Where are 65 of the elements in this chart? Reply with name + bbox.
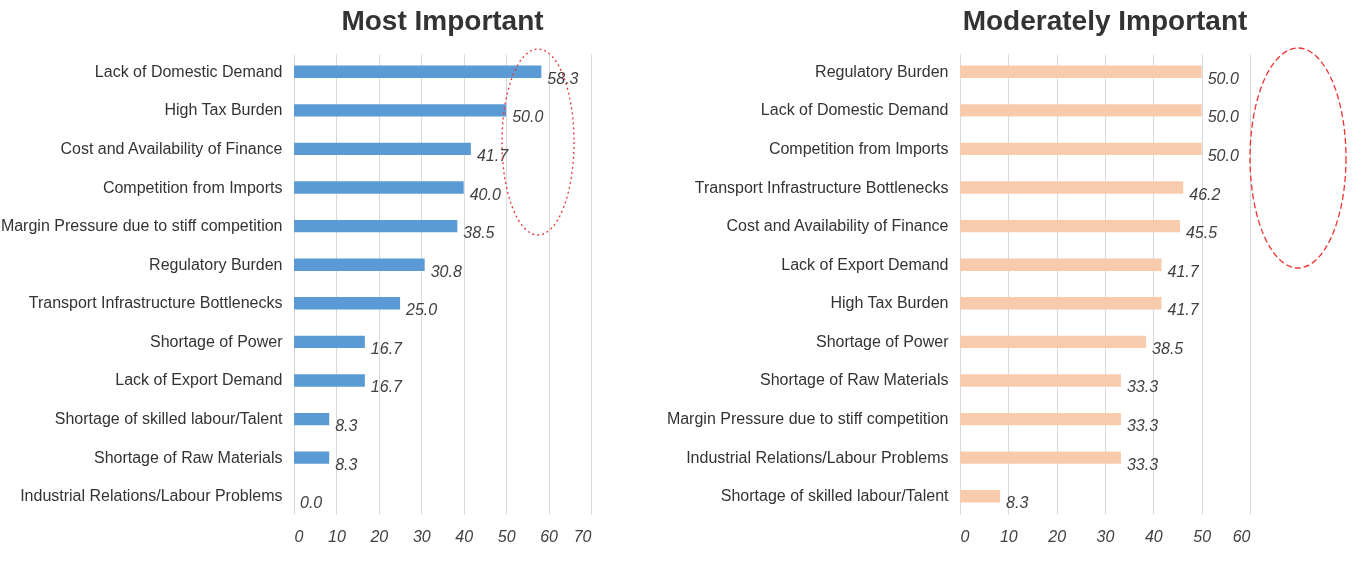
y-tick-label: Shortage of Power <box>815 332 950 350</box>
y-tick-label: Shortage of Raw Materials <box>93 448 283 466</box>
data-label: 38.5 <box>1152 339 1184 357</box>
data-label: 8.3 <box>335 417 358 435</box>
y-tick-label: Shortage of skilled labour/Talent <box>54 410 284 428</box>
data-label: 40.0 <box>469 185 501 203</box>
y-tick-label: Lack of Export Demand <box>781 255 949 273</box>
x-tick-label: 30 <box>1096 527 1115 545</box>
data-label: 50.0 <box>1207 69 1239 87</box>
data-label: 41.7 <box>1167 301 1200 319</box>
x-tick-label: 40 <box>455 527 474 545</box>
data-label: 25.0 <box>405 301 438 319</box>
data-label: 50.0 <box>1207 108 1239 126</box>
x-tick-label: 60 <box>540 527 559 545</box>
y-tick-label: Competition from Imports <box>102 178 283 196</box>
y-tick-label: High Tax Burden <box>164 101 283 119</box>
x-tick-label: 40 <box>1144 527 1163 545</box>
y-tick-label: Lack of Export Demand <box>115 371 283 389</box>
x-tick-label: 60 <box>1232 527 1251 545</box>
data-label: 50.0 <box>512 108 544 126</box>
data-label: 58.3 <box>547 69 579 87</box>
y-tick-label: Shortage of Raw Materials <box>759 371 949 389</box>
data-label: 50.0 <box>1207 146 1239 164</box>
x-tick-label: 20 <box>369 527 389 545</box>
y-tick-label: Industrial Relations/Labour Problems <box>20 487 283 505</box>
data-label: 33.3 <box>1126 378 1159 396</box>
x-tick-label: 0 <box>960 527 970 545</box>
data-label: 30.8 <box>430 262 462 280</box>
data-label: 41.7 <box>1167 262 1200 280</box>
chart-title: Moderately Important <box>962 5 1248 36</box>
y-tick-label: Shortage of skilled labour/Talent <box>720 487 950 505</box>
data-label: 16.7 <box>370 378 404 396</box>
y-tick-label: Margin Pressure due to stiff competition <box>0 217 283 235</box>
y-tick-label: Industrial Relations/Labour Problems <box>686 448 949 466</box>
data-label: 0.0 <box>300 494 323 512</box>
data-label: 8.3 <box>335 455 358 473</box>
y-tick-label: High Tax Burden <box>830 294 949 312</box>
chart-title: Most Important <box>341 5 544 36</box>
y-tick-label: Cost and Availability of Finance <box>60 139 283 157</box>
data-label: 38.5 <box>463 224 495 242</box>
y-tick-label: Lack of Domestic Demand <box>760 101 949 119</box>
y-tick-label: Competition from Imports <box>768 139 949 157</box>
data-label: 45.5 <box>1185 224 1218 242</box>
data-label: 33.3 <box>1126 417 1159 435</box>
x-tick-label: 50 <box>1193 527 1212 545</box>
x-tick-label: 20 <box>1047 527 1067 545</box>
data-label: 33.3 <box>1126 455 1159 473</box>
data-label: 16.7 <box>370 339 404 357</box>
y-tick-label: Transport Infrastructure Bottlenecks <box>694 178 949 196</box>
y-tick-label: Regulatory Burden <box>149 255 283 273</box>
data-label: 8.3 <box>1006 494 1029 512</box>
y-tick-label: Shortage of Power <box>149 332 284 350</box>
y-tick-label: Lack of Domestic Demand <box>94 62 283 80</box>
y-tick-label: Transport Infrastructure Bottlenecks <box>28 294 283 312</box>
x-tick-label: 30 <box>412 527 431 545</box>
x-tick-label: 10 <box>999 527 1018 545</box>
x-tick-label: 70 <box>573 527 592 545</box>
data-label: 41.7 <box>476 146 510 164</box>
y-tick-label: Cost and Availability of Finance <box>726 217 949 235</box>
x-tick-label: 50 <box>497 527 516 545</box>
data-label: 46.2 <box>1189 185 1221 203</box>
x-tick-label: 0 <box>294 527 304 545</box>
y-tick-label: Regulatory Burden <box>815 62 949 80</box>
y-tick-label: Margin Pressure due to stiff competition <box>666 410 949 428</box>
x-tick-label: 10 <box>328 527 346 545</box>
